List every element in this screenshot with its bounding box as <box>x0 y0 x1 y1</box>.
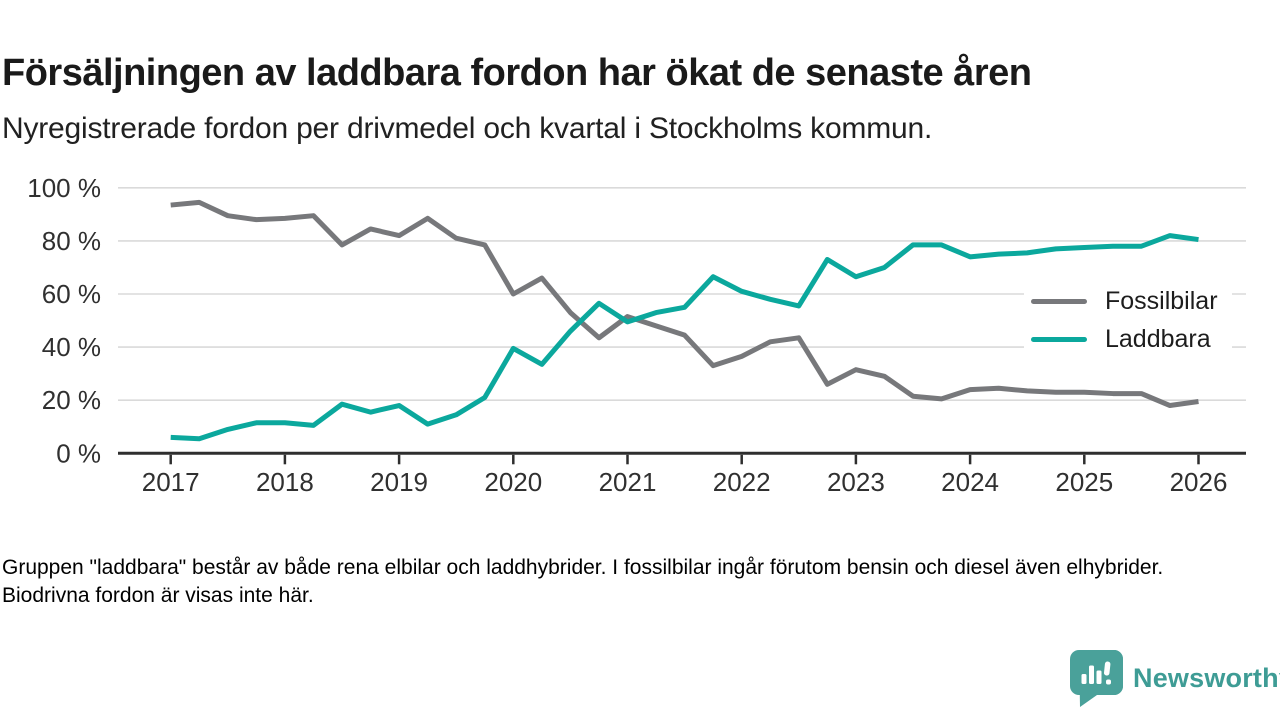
newsworthy-icon <box>1070 650 1123 707</box>
newsworthy-wordmark: Newsworthy <box>1133 663 1280 693</box>
legend-item-fossilbilar: Fossilbilar <box>1031 283 1218 319</box>
svg-text:40 %: 40 % <box>42 332 101 362</box>
fossilbilar-line-swatch <box>1031 298 1087 304</box>
legend: Fossilbilar Laddbara <box>1024 278 1232 363</box>
svg-text:100 %: 100 % <box>27 173 101 203</box>
svg-text:2023: 2023 <box>827 467 885 497</box>
legend-item-laddbara: Laddbara <box>1031 321 1218 357</box>
svg-text:2019: 2019 <box>370 467 428 497</box>
svg-text:2021: 2021 <box>599 467 657 497</box>
svg-text:2025: 2025 <box>1055 467 1113 497</box>
svg-text:2022: 2022 <box>713 467 771 497</box>
svg-text:80 %: 80 % <box>42 226 101 256</box>
svg-text:0 %: 0 % <box>56 438 101 468</box>
page-subtitle: Nyregistrerade fordon per drivmedel och … <box>2 112 933 145</box>
svg-text:2026: 2026 <box>1170 467 1228 497</box>
svg-text:2017: 2017 <box>142 467 200 497</box>
legend-label-laddbara: Laddbara <box>1105 324 1211 353</box>
page-title: Försäljningen av laddbara fordon har öka… <box>2 52 1032 95</box>
svg-text:60 %: 60 % <box>42 279 101 309</box>
footnote: Gruppen "laddbara" består av både rena e… <box>2 556 1164 607</box>
legend-label-fossilbilar: Fossilbilar <box>1105 286 1218 315</box>
svg-text:2024: 2024 <box>941 467 999 497</box>
laddbara-line-swatch <box>1031 336 1087 342</box>
newsworthy-logo: Newsworthy <box>1070 650 1280 707</box>
svg-text:2018: 2018 <box>256 467 314 497</box>
svg-text:20 %: 20 % <box>42 385 101 415</box>
svg-text:2020: 2020 <box>484 467 542 497</box>
